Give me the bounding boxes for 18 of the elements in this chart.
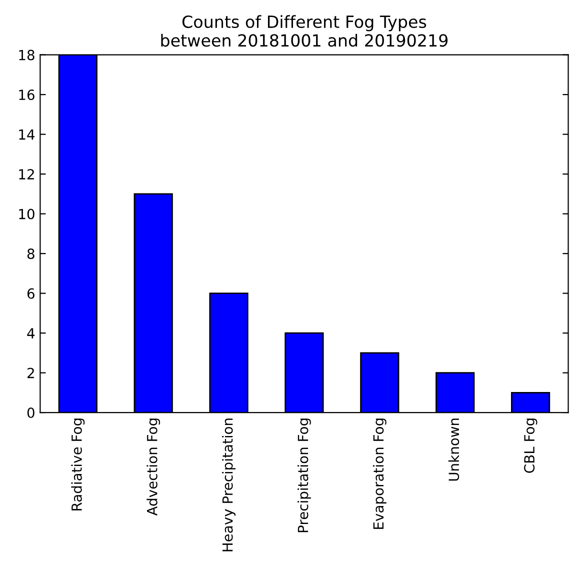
y-tick-label: 4 xyxy=(27,328,35,338)
x-tick-label: Precipitation Fog xyxy=(298,418,311,532)
y-tick-label: 12 xyxy=(19,169,34,180)
y-tick-label: 10 xyxy=(19,208,34,220)
x-tick-label: Advection Fog xyxy=(146,418,160,516)
chart-title: Counts of Different Fog Types between 20181001 and 20190219 xyxy=(161,15,448,47)
x-tick-label: Radiative Fog xyxy=(71,418,85,510)
x-tick-label: Evaporation Fog xyxy=(372,418,386,529)
x-tick-label: CBL Fog xyxy=(524,418,538,473)
x-tick-label: Unknown xyxy=(448,418,460,481)
y-tick-label: 0 xyxy=(27,408,34,418)
y-tick-label: 14 xyxy=(19,129,35,140)
y-tick-label: 8 xyxy=(27,248,34,260)
x-tick-label: Heavy Precipitation xyxy=(222,418,236,552)
y-tick-label: 16 xyxy=(19,90,34,100)
y-tick-label: 6 xyxy=(27,288,34,299)
y-tick-label: 18 xyxy=(19,50,34,60)
y-tick-label: 2 xyxy=(28,368,34,378)
